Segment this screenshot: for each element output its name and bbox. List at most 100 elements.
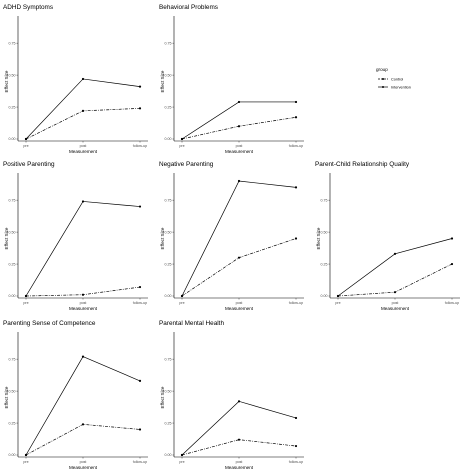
y-tick-label: 0.00	[165, 453, 172, 457]
data-point-intervention	[180, 294, 184, 298]
y-tick-label: 0.25	[9, 421, 16, 425]
y-axis-title: Effect Size	[160, 386, 165, 408]
x-tick-label: post	[236, 460, 243, 464]
panel-6: Parental Mental Health 0.00 0.25 0.50 0.75 pr…	[159, 320, 304, 470]
y-tick-label: 0.25	[165, 262, 172, 266]
y-tick-label: 0.50	[165, 389, 172, 393]
y-axis-title: Effect Size	[4, 70, 9, 92]
y-tick-label: 0.25	[165, 421, 172, 425]
x-tick-label: follow-up	[445, 301, 459, 305]
data-point-control	[138, 107, 142, 110]
panel-title: Parent-Child Relationship Quality	[315, 161, 410, 168]
data-point-control	[237, 256, 241, 259]
data-point-intervention	[180, 137, 184, 141]
y-tick-label: 0.75	[9, 198, 16, 202]
panel-4: Parent-Child Relationship Quality 0.00 0.2…	[315, 161, 460, 311]
x-tick-label: pre	[23, 460, 28, 464]
x-tick-label: follow-up	[133, 460, 147, 464]
x-tick-label: pre	[23, 301, 28, 305]
y-tick-label: 0.25	[165, 105, 172, 109]
data-point-intervention	[138, 379, 142, 382]
series-line-intervention	[25, 201, 141, 297]
panel-title: Positive Parenting	[3, 161, 55, 168]
y-tick-label: 0.75	[165, 41, 172, 45]
panel-title: Negative Parenting	[159, 161, 214, 168]
x-axis-title: Measurement	[69, 465, 98, 470]
series-line-intervention	[181, 101, 296, 140]
y-tick-label: 0.75	[321, 198, 328, 202]
x-axis-title: Measurement	[381, 306, 410, 311]
y-tick-label: 0.50	[165, 73, 172, 77]
x-axis-title: Measurement	[225, 306, 254, 311]
x-tick-label: follow-up	[289, 460, 303, 464]
data-point-control	[294, 237, 298, 240]
y-tick-label: 0.50	[9, 389, 16, 393]
x-tick-label: post	[392, 301, 399, 305]
x-axis-title: Measurement	[225, 465, 254, 470]
x-tick-label: post	[236, 144, 243, 148]
x-tick-label: pre	[23, 144, 28, 148]
data-point-control	[81, 423, 85, 426]
x-tick-label: post	[80, 301, 87, 305]
series-line-control	[181, 238, 297, 297]
y-tick-label: 0.25	[9, 262, 16, 266]
y-axis-title: Effect Size	[316, 227, 321, 249]
panel-2: Positive Parenting 0.00 0.25 0.50 0.75 pre pos…	[3, 161, 148, 311]
data-point-intervention	[24, 294, 28, 298]
data-point-control	[237, 125, 241, 128]
data-point-intervention	[81, 77, 85, 81]
data-point-control	[237, 438, 241, 441]
y-axis-title: Effect Size	[160, 70, 165, 92]
data-point-control	[393, 291, 397, 294]
data-point-intervention	[237, 400, 241, 403]
data-point-intervention	[294, 186, 298, 189]
series-line-intervention	[337, 238, 453, 297]
panel-title: Behavioral Problems	[159, 4, 218, 11]
data-point-control	[81, 293, 85, 296]
data-point-intervention	[237, 179, 241, 183]
y-tick-label: 0.50	[321, 230, 328, 234]
y-tick-label: 0.75	[9, 41, 16, 45]
data-point-intervention	[237, 100, 241, 104]
data-point-intervention	[138, 85, 142, 88]
data-point-control	[81, 109, 85, 112]
series-line-intervention	[181, 180, 297, 297]
series-line-control	[181, 439, 297, 456]
data-point-intervention	[336, 294, 340, 298]
panel-1: Behavioral Problems 0.00 0.25 0.50 0.75 pre po…	[159, 4, 304, 154]
series-line-intervention	[25, 356, 141, 456]
data-point-intervention	[294, 416, 298, 420]
series-line-control	[25, 423, 141, 456]
legend-key-point	[382, 78, 384, 80]
data-point-intervention	[294, 100, 298, 104]
y-tick-label: 0.75	[9, 357, 16, 361]
data-point-intervention	[393, 252, 397, 255]
data-point-intervention	[24, 137, 28, 141]
data-point-control	[294, 444, 298, 448]
x-tick-label: post	[80, 460, 87, 464]
y-tick-label: 0.50	[165, 230, 172, 234]
legend-label: Control	[391, 77, 403, 81]
y-tick-label: 0.50	[9, 73, 16, 77]
y-tick-label: 0.00	[9, 294, 16, 298]
y-tick-label: 0.50	[9, 230, 16, 234]
x-tick-label: follow-up	[289, 301, 303, 305]
data-point-control	[294, 116, 298, 119]
y-tick-label: 0.00	[165, 137, 172, 141]
y-axis-title: Effect Size	[4, 227, 9, 249]
x-tick-label: pre	[335, 301, 340, 305]
panel-5: Parenting Sense of Competence 0.00 0.25 0.5…	[3, 320, 148, 470]
panel-3: Negative Parenting 0.00 0.25 0.50 0.75 pre pos…	[159, 161, 304, 311]
data-point-intervention	[450, 237, 454, 240]
data-point-control	[450, 262, 454, 266]
data-point-intervention	[24, 453, 28, 457]
data-point-control	[138, 285, 142, 289]
panel-title: Parenting Sense of Competence	[3, 320, 96, 327]
panel-0: ADHD Symptoms 0.00 0.25 0.50 0.75 pre post foll…	[3, 4, 148, 154]
legend: group Control Intervention	[376, 67, 411, 89]
panel-title: ADHD Symptoms	[3, 4, 53, 11]
legend-label: Intervention	[391, 85, 411, 89]
x-tick-label: pre	[179, 301, 184, 305]
legend-key-point	[382, 86, 384, 88]
